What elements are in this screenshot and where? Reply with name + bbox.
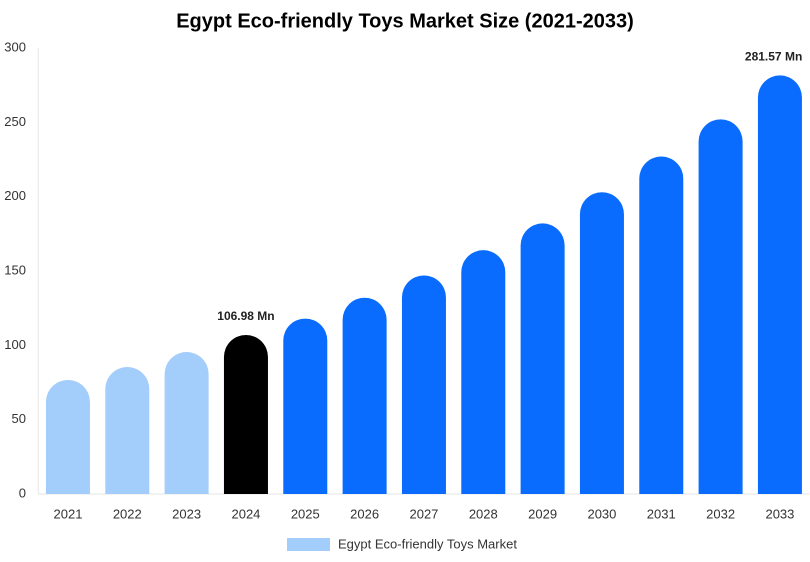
y-tick-label: 300 <box>4 39 26 54</box>
y-tick-label: 0 <box>19 485 26 500</box>
y-tick-label: 100 <box>4 337 26 352</box>
bar <box>520 223 565 494</box>
bar <box>579 192 624 494</box>
x-tick-label: 2027 <box>409 506 438 521</box>
bar <box>105 367 150 494</box>
x-tick-label: 2023 <box>172 506 201 521</box>
chart-title: Egypt Eco-friendly Toys Market Size (202… <box>176 10 634 32</box>
bar <box>223 334 268 494</box>
bar <box>461 250 506 494</box>
x-tick-label: 2032 <box>706 506 735 521</box>
bar <box>401 275 446 494</box>
x-tick-label: 2021 <box>54 506 83 521</box>
x-tick-label: 2028 <box>469 506 498 521</box>
bar <box>342 297 387 494</box>
bar <box>639 156 684 494</box>
y-tick-label: 250 <box>4 114 26 129</box>
x-tick-label: 2029 <box>528 506 557 521</box>
x-tick-label: 2026 <box>350 506 379 521</box>
y-tick-label: 150 <box>4 262 26 277</box>
legend-swatch <box>287 538 330 551</box>
x-tick-label: 2024 <box>231 506 260 521</box>
bar <box>283 318 328 494</box>
value-label: 281.57 Mn <box>745 50 802 64</box>
bar <box>164 352 209 494</box>
x-tick-label: 2025 <box>291 506 320 521</box>
x-tick-label: 2031 <box>647 506 676 521</box>
bar <box>757 75 802 495</box>
bar <box>45 379 90 494</box>
x-tick-label: 2022 <box>113 506 142 521</box>
y-tick-label: 200 <box>4 188 26 203</box>
x-tick-label: 2030 <box>587 506 616 521</box>
bar <box>698 119 743 494</box>
x-tick-label: 2033 <box>765 506 794 521</box>
value-label: 106.98 Mn <box>217 309 274 323</box>
y-tick-label: 50 <box>12 411 26 426</box>
legend-label: Egypt Eco-friendly Toys Market <box>338 536 517 551</box>
